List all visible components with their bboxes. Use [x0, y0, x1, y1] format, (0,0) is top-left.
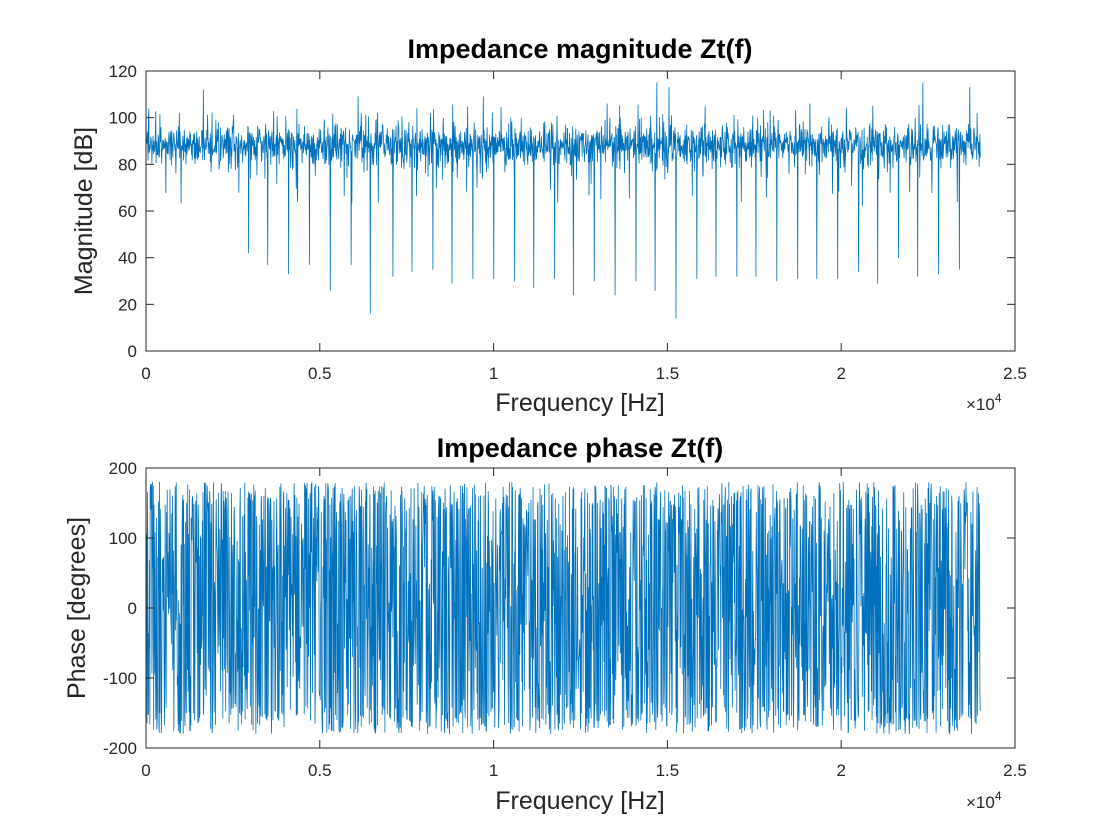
magnitude-x-tick-label: 0.5	[308, 364, 332, 383]
phase-y-tick-label: -100	[103, 669, 137, 688]
magnitude-plot-background	[146, 71, 1015, 351]
phase-y-tick-label: 200	[109, 459, 137, 478]
phase-x-tick-label: 2	[836, 761, 845, 780]
magnitude-y-tick-label: 0	[128, 342, 137, 361]
magnitude-x-exponent-power: 4	[995, 391, 1002, 405]
magnitude-y-tick-label: 120	[109, 62, 137, 81]
phase-x-tick-label: 0	[141, 761, 150, 780]
phase-plot-title: Impedance phase Zt(f)	[437, 433, 724, 463]
magnitude-x-exponent-base: ×10	[966, 395, 995, 414]
magnitude-y-tick-label: 100	[109, 109, 137, 128]
magnitude-x-tick-label: 2.5	[1003, 364, 1027, 383]
magnitude-x-tick-label: 1.5	[656, 364, 680, 383]
phase-x-axis-label: Frequency [Hz]	[495, 787, 665, 815]
magnitude-x-tick-label: 2	[836, 364, 845, 383]
phase-y-tick-label: -200	[103, 739, 137, 758]
phase-y-axis-label: Phase [degrees]	[63, 517, 91, 699]
magnitude-series-line	[145, 82, 981, 319]
magnitude-y-axis-label: Magnitude [dB]	[70, 127, 98, 295]
phase-x-tick-label: 2.5	[1003, 761, 1027, 780]
phase-x-tick-label: 1.5	[656, 761, 680, 780]
phase-series-line-group	[145, 481, 981, 735]
magnitude-x-exponent: ×104	[966, 391, 1002, 414]
magnitude-series-line-group	[145, 82, 981, 319]
phase-y-tick-label: 0	[128, 599, 137, 618]
phase-axis-ticks: 0 0.5 1 1.5 2 2.5 -200 -100 0 100 200	[103, 459, 1027, 780]
phase-x-exponent-power: 4	[995, 789, 1002, 803]
magnitude-plot-title: Impedance magnitude Zt(f)	[407, 34, 752, 64]
magnitude-plot: Impedance magnitude Zt(f) 0 0.5 1 1.5 2 2.5 0 2…	[70, 34, 1027, 417]
phase-x-exponent-base: ×10	[966, 793, 995, 812]
phase-series-line	[145, 481, 981, 735]
magnitude-y-tick-label: 80	[118, 155, 137, 174]
magnitude-x-tick-label: 0	[141, 364, 150, 383]
phase-x-exponent: ×104	[966, 789, 1002, 812]
phase-y-tick-label: 100	[109, 529, 137, 548]
magnitude-axis-ticks: 0 0.5 1 1.5 2 2.5 0 20 40 60 80 100 120	[109, 62, 1027, 383]
magnitude-y-tick-label: 60	[118, 202, 137, 221]
phase-x-tick-label: 0.5	[308, 761, 332, 780]
magnitude-y-tick-label: 20	[118, 295, 137, 314]
magnitude-x-tick-label: 1	[489, 364, 498, 383]
phase-x-tick-label: 1	[489, 761, 498, 780]
magnitude-y-tick-label: 40	[118, 249, 137, 268]
magnitude-x-axis-label: Frequency [Hz]	[495, 389, 665, 417]
phase-plot: Impedance phase Zt(f) 0 0.5 1 1.5 2 2.5 -200 -1…	[63, 433, 1027, 815]
